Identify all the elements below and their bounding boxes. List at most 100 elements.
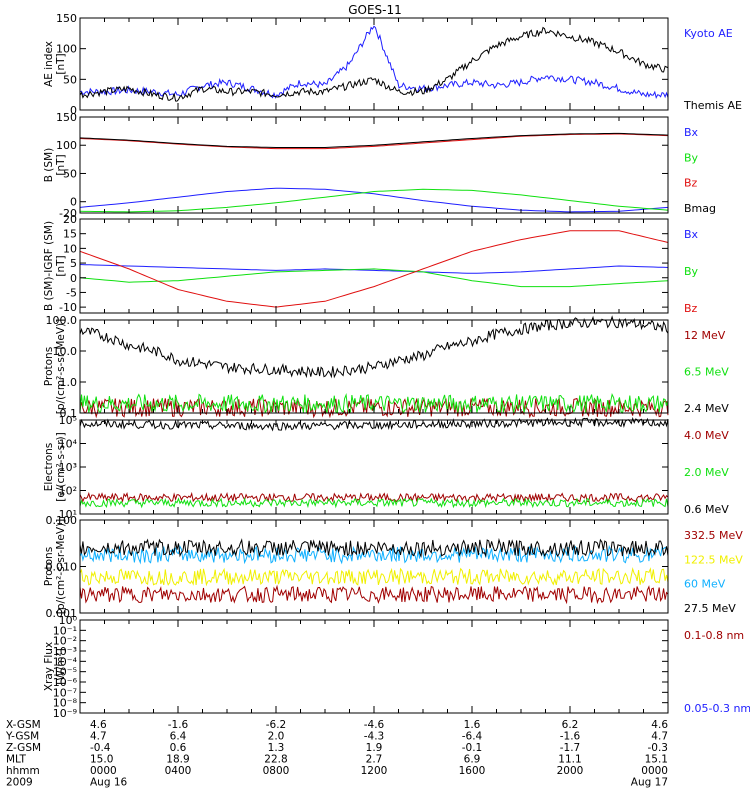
- series-line-4-0-mev: [79, 491, 669, 503]
- series-line-themis-ae: [79, 26, 669, 102]
- series-line-bmag: [79, 132, 669, 148]
- ephemeris-cell: -0.4: [90, 742, 111, 754]
- y-tick-label: 0: [70, 272, 77, 285]
- series-line-bz: [79, 230, 669, 308]
- plot-title: GOES-11: [348, 3, 402, 17]
- y-tick-label: 10⁵: [59, 414, 77, 427]
- legend-entry: Bz: [684, 177, 698, 190]
- y-tick-label: 50: [63, 73, 77, 86]
- ephemeris-row-label: 2009: [6, 777, 33, 789]
- ephemeris-cell: 6.2: [562, 719, 579, 731]
- y-tick-label: 1.0: [60, 376, 78, 389]
- y-axis-label: Electrons: [43, 443, 55, 492]
- y-tick-label: 0.1: [60, 407, 78, 420]
- y-axis-label: Protons: [43, 347, 55, 386]
- y-axis-label: AE index: [43, 41, 55, 87]
- series-line-kyoto-ae: [79, 25, 669, 100]
- ephemeris-cell: 22.8: [264, 754, 287, 766]
- legend-entry: 27.5 MeV: [684, 602, 736, 615]
- legend-entry: 12 MeV: [684, 329, 726, 342]
- y-axis-label: [e/(cm²-s-sr)]: [55, 432, 67, 501]
- y-tick-label: 0: [70, 196, 77, 209]
- panel-ae: 0 50 100 150 AE index [nT] Kyoto AE Themis AE: [43, 12, 742, 117]
- y-tick-label: -5: [66, 286, 77, 299]
- legend-entry: Bx: [684, 228, 699, 241]
- y-tick-label: 150: [56, 111, 77, 124]
- y-tick-label: -10: [59, 301, 77, 314]
- y-tick-label: -20: [59, 207, 77, 220]
- ephemeris-cell: 0000: [641, 765, 668, 777]
- panel-frame: [79, 218, 669, 314]
- ephemeris-cell: 2.0: [268, 731, 285, 743]
- panel-electrons: 10¹ 10² 10³ 10⁴ 10⁵ Electrons [e/(cm²-s-sr)] 4.…: [43, 414, 729, 521]
- ephemeris-cell: -1.7: [560, 742, 581, 754]
- y-tick-label: 10⁻⁴: [53, 655, 78, 668]
- ephemeris-cell: 15.1: [645, 754, 668, 766]
- ephemeris-cell: 2000: [557, 765, 584, 777]
- legend-entry: 0.6 MeV: [684, 503, 729, 516]
- y-tick-label: 10⁰: [59, 614, 78, 627]
- ephemeris-cell: 4.6: [651, 719, 668, 731]
- y-tick-label: 20: [63, 213, 77, 226]
- ephemeris-cell: 18.9: [166, 754, 189, 766]
- series-line-122-5-mev: [79, 566, 669, 587]
- legend-entry: By: [684, 265, 699, 278]
- ephemeris-cell: 0800: [263, 765, 290, 777]
- y-axis-label: [nT]: [55, 53, 67, 74]
- y-axis-label: [p/(cm²-s-sr-MeV)]: [55, 319, 67, 414]
- y-tick-label: 10⁻⁹: [53, 707, 77, 720]
- ephemeris-cell: -4.6: [364, 719, 385, 731]
- legend-entry: 332.5 MeV: [684, 529, 743, 542]
- ephemeris-cell: -1.6: [560, 731, 581, 743]
- ephemeris-cell: 1.9: [366, 742, 383, 754]
- legend-entry: 2.4 MeV: [684, 402, 729, 415]
- ephemeris-cell: 1200: [361, 765, 388, 777]
- ephemeris-row-label: Y-GSM: [5, 731, 39, 743]
- legend-entry: 0.05-0.3 nm: [684, 702, 750, 715]
- ephemeris-cell: -0.3: [648, 742, 669, 754]
- ephemeris-cell: 11.1: [558, 754, 581, 766]
- y-axis-label: Protons: [43, 547, 55, 586]
- ephemeris-cell: -4.3: [364, 731, 385, 743]
- y-tick-label: 150: [56, 12, 77, 25]
- ephemeris-row-label: MLT: [6, 754, 26, 766]
- panel-frame: [79, 17, 669, 111]
- y-tick-label: 100: [56, 139, 77, 152]
- y-tick-label: 100.0: [46, 314, 78, 327]
- ephemeris-cell: 2.7: [366, 754, 383, 766]
- legend-entry: Bz: [684, 302, 698, 315]
- y-tick-label: 10⁴: [59, 438, 78, 451]
- legend-entry: By: [684, 151, 699, 164]
- legend-entry: 6.5 MeV: [684, 366, 729, 379]
- ephemeris-cell: 4.6: [90, 719, 107, 731]
- series-line-2-0-mev: [79, 497, 669, 509]
- y-tick-label: 10⁻⁸: [53, 697, 78, 710]
- y-tick-label: 10⁻³: [53, 645, 77, 658]
- ephemeris-row-label: hhmm: [6, 765, 40, 777]
- ephemeris-cell: -6.2: [266, 719, 287, 731]
- y-tick-label: 10³: [59, 461, 77, 474]
- ephemeris-cell: 6.4: [170, 731, 187, 743]
- y-tick-label: 10⁻⁷: [53, 686, 77, 699]
- y-tick-label: 0.010: [46, 561, 78, 574]
- series-line-by: [79, 268, 669, 288]
- series-line-332-5-mev: [79, 584, 669, 605]
- legend-entry: 122.5 MeV: [684, 553, 743, 566]
- ephemeris-cell: 0.6: [170, 742, 187, 754]
- y-tick-label: 100: [56, 43, 77, 56]
- panel-frame: [79, 619, 669, 714]
- y-axis-label: B (SM): [43, 148, 55, 182]
- ephemeris-cell: 1.6: [464, 719, 481, 731]
- series-line-60-mev: [79, 544, 669, 565]
- panel-protons_high: 0.001 0.010 0.100 Protons [p/(cm²-s-sr-MeV)]…: [43, 514, 743, 620]
- y-axis-label: [nT]: [55, 255, 67, 276]
- legend-entry: 0.1-0.8 nm: [684, 629, 744, 642]
- legend-entry: 2.0 MeV: [684, 466, 729, 479]
- legend-entry: Themis AE: [683, 99, 742, 112]
- y-tick-label: 10⁻²: [53, 635, 77, 648]
- legend-entry: 60 MeV: [684, 578, 726, 591]
